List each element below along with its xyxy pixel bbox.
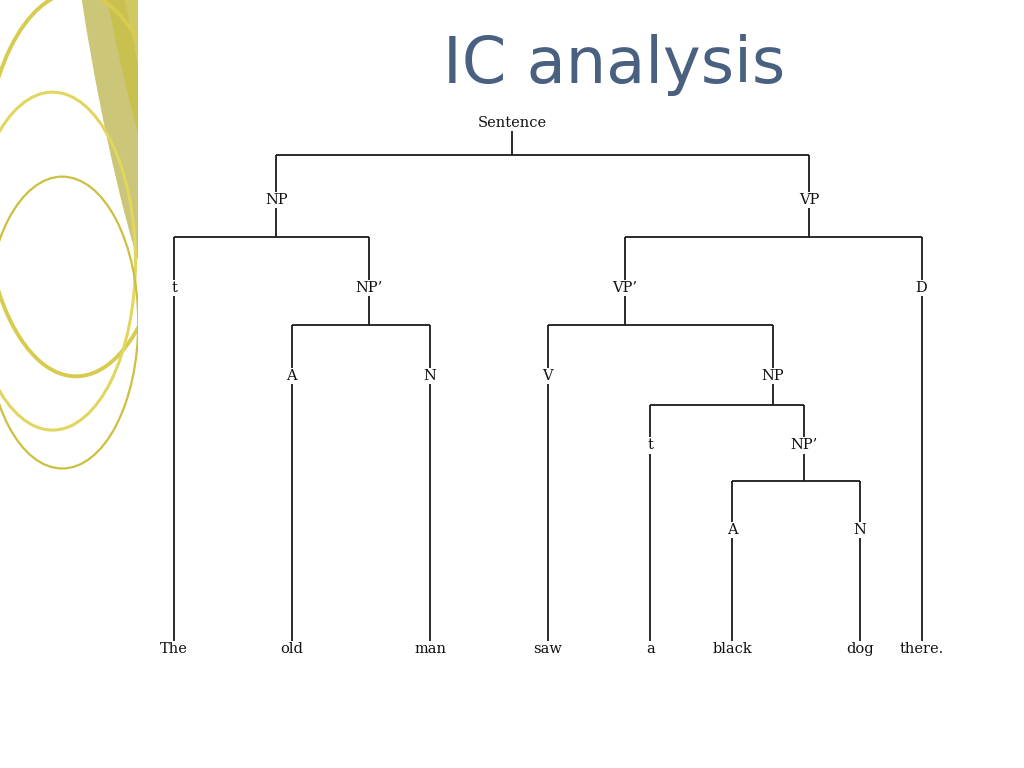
Text: D: D xyxy=(915,281,928,295)
Text: saw: saw xyxy=(534,642,562,656)
Text: VP: VP xyxy=(799,193,819,207)
Text: NP’: NP’ xyxy=(791,439,817,452)
Text: N: N xyxy=(424,369,436,383)
Text: VP’: VP’ xyxy=(612,281,637,295)
Text: t: t xyxy=(647,439,653,452)
Text: black: black xyxy=(713,642,752,656)
Text: dog: dog xyxy=(847,642,873,656)
Text: NP: NP xyxy=(762,369,784,383)
Text: IC analysis: IC analysis xyxy=(443,35,785,96)
Text: old: old xyxy=(281,642,303,656)
Ellipse shape xyxy=(69,0,166,308)
Text: The: The xyxy=(160,642,188,656)
Text: A: A xyxy=(727,523,737,537)
Text: t: t xyxy=(171,281,177,295)
Text: Sentence: Sentence xyxy=(477,116,547,130)
Text: there.: there. xyxy=(899,642,944,656)
Text: V: V xyxy=(543,369,553,383)
Ellipse shape xyxy=(82,0,209,289)
Text: NP’: NP’ xyxy=(355,281,382,295)
Text: N: N xyxy=(854,523,866,537)
Text: NP: NP xyxy=(265,193,288,207)
Text: a: a xyxy=(646,642,654,656)
Text: man: man xyxy=(414,642,446,656)
Text: A: A xyxy=(287,369,297,383)
